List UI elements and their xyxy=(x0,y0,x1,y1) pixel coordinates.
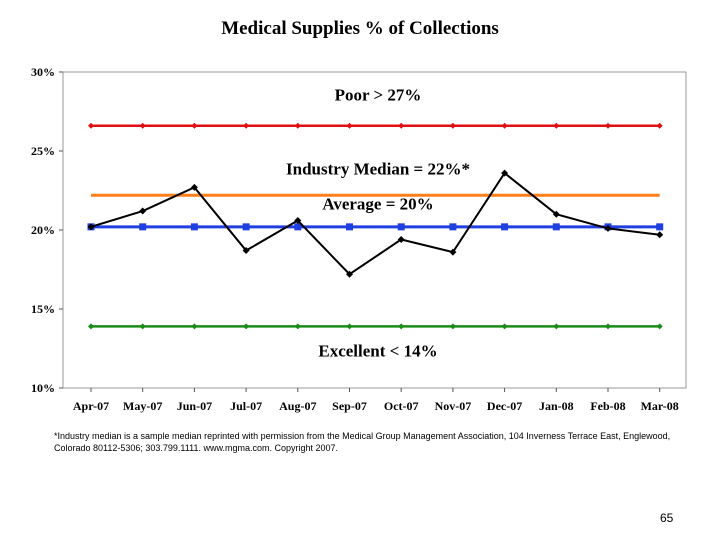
series-point-4 xyxy=(449,323,456,330)
series-point-0 xyxy=(604,224,612,232)
x-tick-label: Jan-08 xyxy=(539,399,574,413)
series-point-0 xyxy=(346,270,353,278)
series-point-3 xyxy=(346,223,353,231)
series-point-1 xyxy=(139,122,146,129)
series-point-0 xyxy=(294,217,302,225)
series-point-3 xyxy=(656,223,664,231)
series-point-0 xyxy=(397,235,405,243)
series-point-4 xyxy=(243,323,250,330)
x-tick-label: Jul-07 xyxy=(230,399,262,413)
series-point-0 xyxy=(87,223,95,231)
series-point-4 xyxy=(605,323,611,330)
series-point-1 xyxy=(501,122,508,129)
x-tick-label: Oct-07 xyxy=(384,399,419,413)
series-point-3 xyxy=(139,223,147,231)
x-tick-label: Nov-07 xyxy=(435,399,472,413)
series-point-1 xyxy=(243,122,250,129)
series-point-3 xyxy=(397,223,405,231)
series-point-3 xyxy=(242,223,250,231)
x-tick-label: May-07 xyxy=(123,399,162,413)
chart-annotation: Excellent < 14% xyxy=(318,341,437,360)
series-point-1 xyxy=(553,122,560,129)
series-point-4 xyxy=(191,323,198,330)
series-point-0 xyxy=(190,183,198,191)
series-point-3 xyxy=(449,223,457,231)
series-point-3 xyxy=(190,223,198,231)
series-point-4 xyxy=(346,323,353,330)
series-point-0 xyxy=(501,169,509,177)
y-tick-label: 25% xyxy=(31,144,55,158)
y-tick-label: 15% xyxy=(31,302,55,316)
chart-annotation: Average = 20% xyxy=(322,194,433,213)
series-point-4 xyxy=(553,323,560,330)
x-tick-label: Mar-08 xyxy=(641,399,679,413)
series-line-0 xyxy=(90,171,660,276)
y-tick-label: 10% xyxy=(31,381,55,395)
series-point-4 xyxy=(294,323,301,330)
series-point-1 xyxy=(656,122,663,129)
series-point-1 xyxy=(88,122,94,129)
page-number: 65 xyxy=(660,511,674,525)
series-point-3 xyxy=(294,223,302,231)
y-tick-label: 20% xyxy=(31,223,55,237)
series-point-0 xyxy=(552,210,560,218)
series-point-4 xyxy=(398,323,405,330)
series-point-0 xyxy=(242,247,250,255)
x-tick-label: Aug-07 xyxy=(279,399,316,413)
chart-annotation: Poor > 27% xyxy=(335,85,422,104)
series-point-3 xyxy=(552,223,560,231)
series-point-1 xyxy=(398,122,405,129)
series-point-3 xyxy=(501,223,509,231)
series-point-1 xyxy=(294,122,301,129)
series-point-4 xyxy=(656,323,663,330)
series-point-0 xyxy=(449,248,457,256)
chart-annotation: Industry Median = 22%* xyxy=(286,160,470,179)
y-tick-label: 30% xyxy=(31,65,55,79)
series-point-1 xyxy=(605,122,611,129)
x-tick-label: Sep-07 xyxy=(332,399,367,413)
series-point-1 xyxy=(449,122,456,129)
series-point-4 xyxy=(501,323,508,330)
x-tick-label: Feb-08 xyxy=(590,399,625,413)
x-tick-label: Dec-07 xyxy=(487,399,522,413)
series-point-0 xyxy=(656,231,664,239)
series-point-0 xyxy=(139,207,147,215)
series-point-1 xyxy=(346,122,353,129)
footnote: *Industry median is a sample median repr… xyxy=(54,431,671,453)
series-point-1 xyxy=(191,122,198,129)
series-point-4 xyxy=(88,323,94,330)
chart-title: Medical Supplies % of Collections xyxy=(221,18,499,39)
series-point-4 xyxy=(139,323,146,330)
x-tick-label: Jun-07 xyxy=(177,399,212,413)
x-tick-label: Apr-07 xyxy=(73,399,109,413)
